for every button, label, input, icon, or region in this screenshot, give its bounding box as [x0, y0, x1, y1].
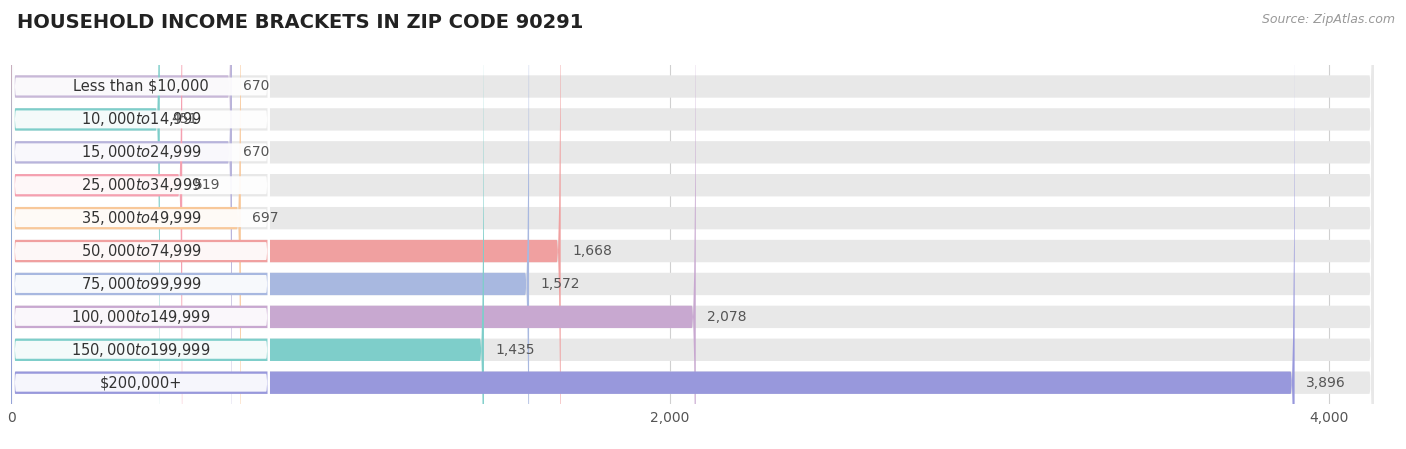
Text: 1,668: 1,668 [572, 244, 612, 258]
Text: $35,000 to $49,999: $35,000 to $49,999 [80, 209, 201, 227]
FancyBboxPatch shape [11, 0, 1374, 449]
FancyBboxPatch shape [11, 0, 1374, 449]
FancyBboxPatch shape [11, 0, 232, 449]
Text: 670: 670 [243, 79, 270, 93]
Text: HOUSEHOLD INCOME BRACKETS IN ZIP CODE 90291: HOUSEHOLD INCOME BRACKETS IN ZIP CODE 90… [17, 13, 583, 32]
FancyBboxPatch shape [13, 0, 270, 449]
FancyBboxPatch shape [11, 0, 484, 449]
Text: 1,435: 1,435 [495, 343, 534, 357]
FancyBboxPatch shape [11, 0, 529, 449]
Text: $150,000 to $199,999: $150,000 to $199,999 [72, 341, 211, 359]
FancyBboxPatch shape [11, 0, 1374, 449]
Text: $25,000 to $34,999: $25,000 to $34,999 [80, 176, 201, 194]
FancyBboxPatch shape [11, 0, 696, 449]
Text: 451: 451 [172, 112, 198, 127]
Text: 697: 697 [252, 211, 278, 225]
Text: 3,896: 3,896 [1306, 376, 1346, 390]
Text: 2,078: 2,078 [707, 310, 747, 324]
FancyBboxPatch shape [11, 0, 1374, 449]
Text: Source: ZipAtlas.com: Source: ZipAtlas.com [1261, 13, 1395, 26]
FancyBboxPatch shape [11, 0, 232, 449]
Text: $100,000 to $149,999: $100,000 to $149,999 [72, 308, 211, 326]
FancyBboxPatch shape [11, 0, 561, 449]
FancyBboxPatch shape [11, 0, 1374, 449]
FancyBboxPatch shape [13, 30, 270, 449]
FancyBboxPatch shape [11, 0, 1374, 449]
FancyBboxPatch shape [13, 0, 270, 449]
Text: $75,000 to $99,999: $75,000 to $99,999 [80, 275, 201, 293]
FancyBboxPatch shape [13, 0, 270, 449]
Text: 1,572: 1,572 [540, 277, 581, 291]
Text: $50,000 to $74,999: $50,000 to $74,999 [80, 242, 201, 260]
FancyBboxPatch shape [11, 0, 160, 449]
FancyBboxPatch shape [11, 0, 1374, 449]
FancyBboxPatch shape [13, 0, 270, 440]
Text: 519: 519 [194, 178, 221, 192]
FancyBboxPatch shape [11, 0, 1295, 449]
Text: 670: 670 [243, 145, 270, 159]
FancyBboxPatch shape [11, 0, 183, 449]
FancyBboxPatch shape [11, 0, 240, 449]
FancyBboxPatch shape [11, 0, 1374, 449]
Text: $15,000 to $24,999: $15,000 to $24,999 [80, 143, 201, 161]
Text: $200,000+: $200,000+ [100, 375, 183, 390]
FancyBboxPatch shape [11, 0, 1374, 449]
FancyBboxPatch shape [13, 0, 270, 449]
Text: $10,000 to $14,999: $10,000 to $14,999 [80, 110, 201, 128]
Text: Less than $10,000: Less than $10,000 [73, 79, 209, 94]
FancyBboxPatch shape [11, 0, 1374, 449]
FancyBboxPatch shape [13, 0, 270, 407]
FancyBboxPatch shape [13, 0, 270, 449]
FancyBboxPatch shape [13, 0, 270, 449]
FancyBboxPatch shape [13, 62, 270, 449]
